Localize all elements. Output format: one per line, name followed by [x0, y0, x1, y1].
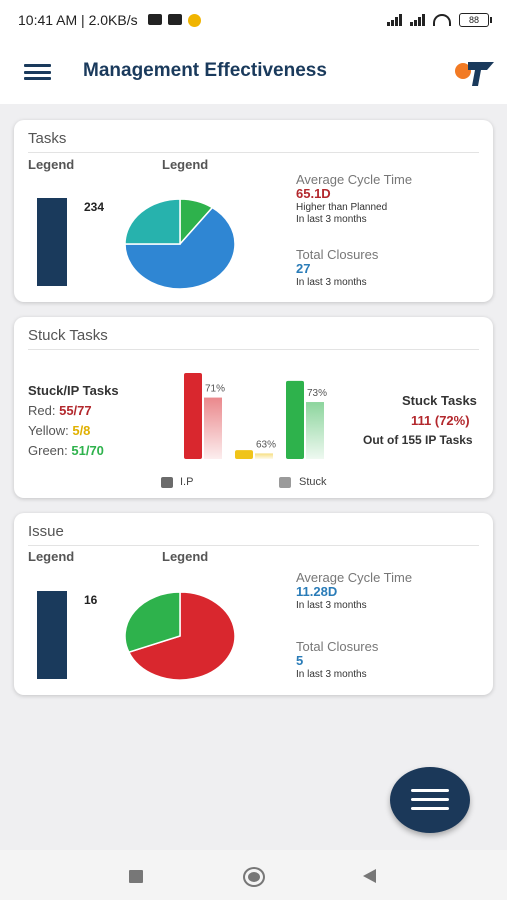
stuck-tasks-card[interactable]: Stuck Tasks Stuck/IP Tasks Red: 55/77 Ye…: [14, 317, 493, 498]
status-left: 10:41 AM | 2.0KB/s: [18, 12, 201, 28]
home-icon[interactable]: [243, 867, 265, 887]
stuck-red-line: Red: 55/77: [28, 403, 92, 418]
app-logo: [455, 62, 494, 86]
tasks-legend-left: Legend: [28, 157, 75, 172]
wifi-icon: [433, 14, 451, 26]
issue-pie-chart: [124, 591, 236, 681]
stuck-bar-chart: 71% 63% 73%: [184, 373, 327, 459]
stuck-bar-stuck-yellow: [255, 453, 273, 459]
tasks-avg-cycle-value: 65.1D: [296, 186, 331, 201]
stuck-right-title: Stuck Tasks: [402, 393, 477, 408]
tasks-pie-slice-blue: [124, 206, 236, 290]
tasks-divider: [28, 152, 479, 153]
status-bar: 10:41 AM | 2.0KB/s 88: [0, 0, 507, 40]
tasks-closures-title: Total Closures: [296, 247, 379, 262]
issue-closures-title: Total Closures: [296, 639, 379, 654]
battery-icon: 88: [459, 13, 492, 27]
app-bar: Management Effectiveness: [0, 40, 507, 104]
tasks-legend-right: Legend: [162, 157, 209, 172]
tasks-card-title: Tasks: [28, 130, 67, 147]
back-icon[interactable]: [363, 869, 376, 883]
issue-divider: [28, 545, 479, 546]
stuck-bar-label-yellow: 63%: [256, 439, 276, 450]
issue-legend-right: Legend: [162, 549, 209, 564]
page-title: Management Effectiveness: [83, 60, 327, 81]
tasks-closures-period: In last 3 months: [296, 277, 367, 288]
stuck-yellow-key: Yellow:: [28, 423, 69, 438]
issue-closures-period: In last 3 months: [296, 669, 367, 680]
issue-pie-slice-red: [127, 591, 236, 681]
tasks-count-bar: [37, 198, 67, 286]
stuck-right-value: 111 (72%): [411, 413, 470, 428]
issue-avg-cycle-period: In last 3 months: [296, 600, 367, 611]
legend-stuck-label: Stuck: [299, 476, 327, 488]
stuck-card-title: Stuck Tasks: [28, 327, 108, 344]
issue-card-title: Issue: [28, 523, 64, 540]
stuck-yellow-value: 5/8: [72, 423, 91, 438]
stuck-bar-ip-red: [184, 373, 202, 459]
issue-card[interactable]: Issue Legend Legend 16 Average Cycle Tim…: [14, 513, 493, 695]
stuck-divider: [28, 349, 479, 350]
tasks-count: 234: [84, 200, 105, 214]
stuck-red-value: 55/77: [59, 403, 92, 418]
stuck-ip-heading: Stuck/IP Tasks: [28, 383, 119, 398]
stuck-bar-ip-yellow: [235, 450, 253, 459]
tasks-pie-chart: [124, 198, 236, 290]
stuck-bar-label-red: 71%: [205, 384, 225, 395]
stuck-green-key: Green:: [28, 443, 68, 458]
legend-ip-swatch: [161, 477, 173, 488]
status-time: 10:41 AM | 2.0KB/s: [18, 12, 138, 28]
stuck-green-value: 51/70: [71, 443, 104, 458]
fab-line-3: [411, 807, 449, 810]
stuck-yellow-line: Yellow: 5/8: [28, 423, 90, 438]
stuck-bar-ip-green: [286, 380, 304, 459]
fab-line-2: [411, 798, 449, 801]
legend-ip-label: I.P: [180, 476, 194, 488]
tasks-avg-cycle-note: Higher than Planned: [296, 202, 388, 213]
stuck-right-note: Out of 155 IP Tasks: [363, 433, 473, 447]
notification-icons: [147, 13, 201, 27]
stuck-green-line: Green: 51/70: [28, 443, 104, 458]
tasks-closures-value: 27: [296, 261, 311, 276]
hamburger-icon[interactable]: [24, 64, 51, 80]
tasks-pie-slice-teal: [124, 198, 181, 245]
tasks-card[interactable]: Tasks Legend Legend 234 Average Cycle Ti…: [14, 120, 493, 302]
status-right: 88: [387, 13, 492, 27]
stuck-red-key: Red:: [28, 403, 56, 418]
menu-fab-button[interactable]: [390, 767, 470, 833]
stuck-bar-stuck-red: [204, 397, 222, 459]
recents-icon[interactable]: [129, 870, 143, 883]
stuck-bar-label-green: 73%: [307, 388, 327, 399]
legend-stuck-swatch: [279, 477, 291, 488]
issue-legend-left: Legend: [28, 549, 75, 564]
stuck-bar-stuck-green: [306, 402, 324, 459]
signal-icon: [387, 14, 402, 26]
system-nav-bar: [0, 850, 507, 900]
message-icon: [167, 13, 182, 25]
app-notification-icon: [187, 13, 201, 27]
tasks-avg-cycle-period: In last 3 months: [296, 214, 367, 225]
issue-closures-value: 5: [296, 653, 304, 668]
issue-avg-cycle-title: Average Cycle Time: [296, 570, 413, 585]
issue-count: 16: [84, 593, 98, 607]
signal-2-icon: [410, 14, 425, 26]
fab-line-1: [411, 789, 449, 792]
issue-avg-cycle-value: 11.28D: [296, 584, 338, 599]
tasks-avg-cycle-title: Average Cycle Time: [296, 172, 413, 187]
issue-pie-slice-green: [124, 591, 181, 654]
issue-count-bar: [37, 591, 67, 679]
youtube-icon: [147, 13, 162, 25]
